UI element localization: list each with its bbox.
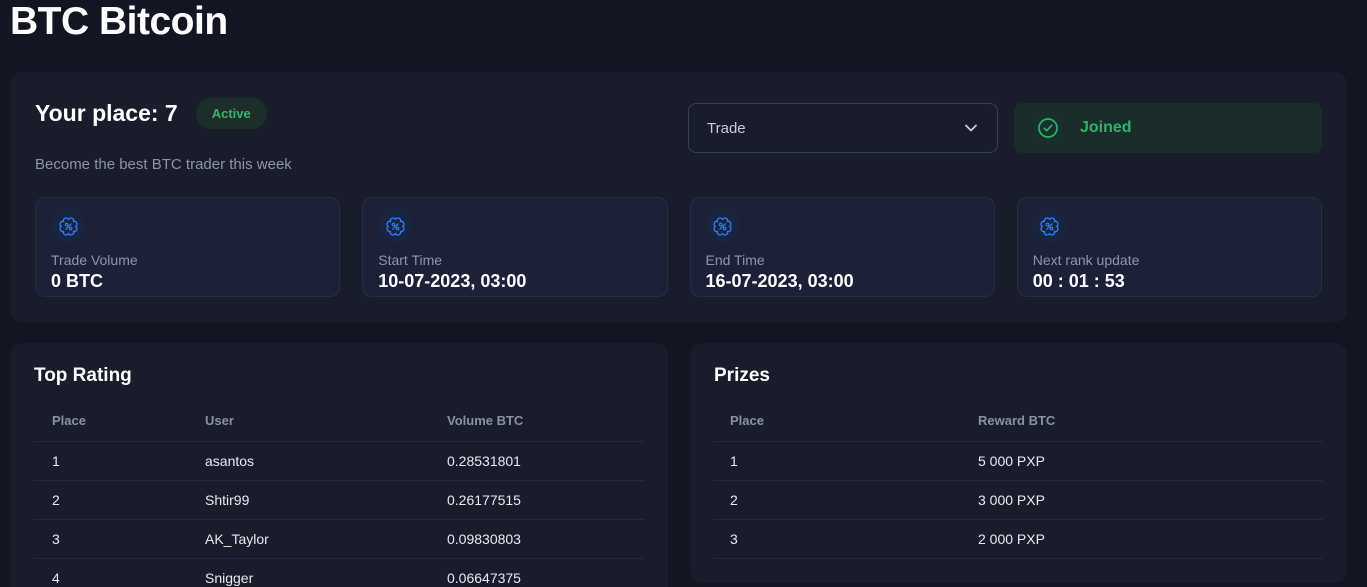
- table-row: 3 2 000 PXP: [714, 520, 1323, 559]
- table-cell: 3: [52, 531, 60, 547]
- table-row: 3 AK_Taylor 0.09830803: [34, 520, 644, 559]
- prizes-panel: Prizes Place Reward BTC 1 5 000 PXP 2 3 000 …: [690, 343, 1347, 583]
- stat-card-end-time: End Time 16-07-2023, 03:00: [689, 197, 995, 297]
- joined-button-label: Joined: [1080, 119, 1132, 136]
- table-header-row: Place User Volume BTC: [34, 401, 644, 442]
- table-cell: 2: [52, 492, 60, 508]
- table-header-row: Place Reward BTC: [714, 401, 1323, 442]
- table-cell: Snigger: [205, 570, 254, 586]
- table-row: 4 Snigger 0.06647375: [34, 559, 644, 587]
- check-circle-icon: [1032, 112, 1064, 144]
- table-cell: 5 000 PXP: [978, 453, 1045, 469]
- stat-label: Start Time: [378, 252, 443, 268]
- table-row: 1 5 000 PXP: [714, 442, 1323, 481]
- prizes-title: Prizes: [714, 365, 770, 386]
- place-row: Your place: 7 Active: [35, 98, 267, 129]
- table-row: 2 3 000 PXP: [714, 481, 1323, 520]
- countdown-value: 00 : 01 : 53: [1032, 271, 1125, 291]
- stat-value: 16-07-2023, 03:00: [705, 271, 854, 291]
- stat-label: Next rank update: [1032, 252, 1140, 268]
- table-cell: 4: [52, 570, 60, 586]
- your-place-heading: Your place: 7: [35, 100, 178, 126]
- trade-type-dropdown[interactable]: Trade: [688, 103, 998, 153]
- dropdown-selected-value: Trade: [707, 119, 746, 137]
- table-row: 1 asantos 0.28531801: [34, 442, 644, 481]
- table-cell: 3: [730, 531, 738, 547]
- competition-overview-panel: Your place: 7 Active Become the best BTC…: [10, 72, 1347, 322]
- top-rating-table: Place User Volume BTC 1 asantos 0.28531801 2 S…: [34, 401, 644, 587]
- competition-subtitle: Become the best BTC trader this week: [35, 156, 292, 173]
- table-cell: 2 000 PXP: [978, 531, 1045, 547]
- stats-row: Trade Volume 0 BTC Start Time 10-07-2023…: [35, 197, 1322, 297]
- column-header: User: [205, 413, 234, 428]
- joined-button[interactable]: Joined: [1014, 103, 1322, 153]
- percent-badge-icon: [1032, 209, 1067, 243]
- table-cell: asantos: [205, 453, 255, 469]
- top-rating-panel: Top Rating Place User Volume BTC 1 asantos 0…: [10, 343, 668, 587]
- page-title: BTC Bitcoin: [10, 0, 228, 43]
- column-header: Volume BTC: [447, 413, 524, 428]
- table-cell: 0.09830803: [447, 531, 521, 547]
- table-cell: 3 000 PXP: [978, 492, 1045, 508]
- chevron-down-icon: [963, 120, 979, 136]
- column-header: Place: [730, 413, 764, 428]
- stat-label: Trade Volume: [51, 252, 138, 268]
- stat-label: End Time: [705, 252, 765, 268]
- table-cell: Shtir99: [205, 492, 250, 508]
- percent-badge-icon: [378, 209, 413, 243]
- table-cell: 2: [730, 492, 738, 508]
- stat-value: 0 BTC: [51, 271, 104, 291]
- stat-card-next-rank-update: Next rank update 00 : 01 : 53: [1016, 197, 1322, 297]
- prizes-table: Place Reward BTC 1 5 000 PXP 2 3 000 PXP 3 2 0…: [714, 401, 1323, 559]
- table-cell: AK_Taylor: [205, 531, 269, 547]
- table-cell: 0.06647375: [447, 570, 521, 586]
- table-cell: 0.26177515: [447, 492, 521, 508]
- top-rating-title: Top Rating: [34, 365, 132, 386]
- column-header: Place: [52, 413, 86, 428]
- percent-badge-icon: [51, 209, 85, 243]
- table-row: 2 Shtir99 0.26177515: [34, 481, 644, 520]
- table-cell: 1: [730, 453, 738, 469]
- status-badge: Active: [195, 98, 267, 129]
- table-cell: 0.28531801: [447, 453, 521, 469]
- stat-value: 10-07-2023, 03:00: [378, 271, 527, 291]
- percent-badge-icon: [705, 209, 740, 243]
- stat-card-start-time: Start Time 10-07-2023, 03:00: [362, 197, 668, 297]
- table-cell: 1: [52, 453, 60, 469]
- stat-card-trade-volume: Trade Volume 0 BTC: [35, 197, 341, 297]
- column-header: Reward BTC: [978, 413, 1056, 428]
